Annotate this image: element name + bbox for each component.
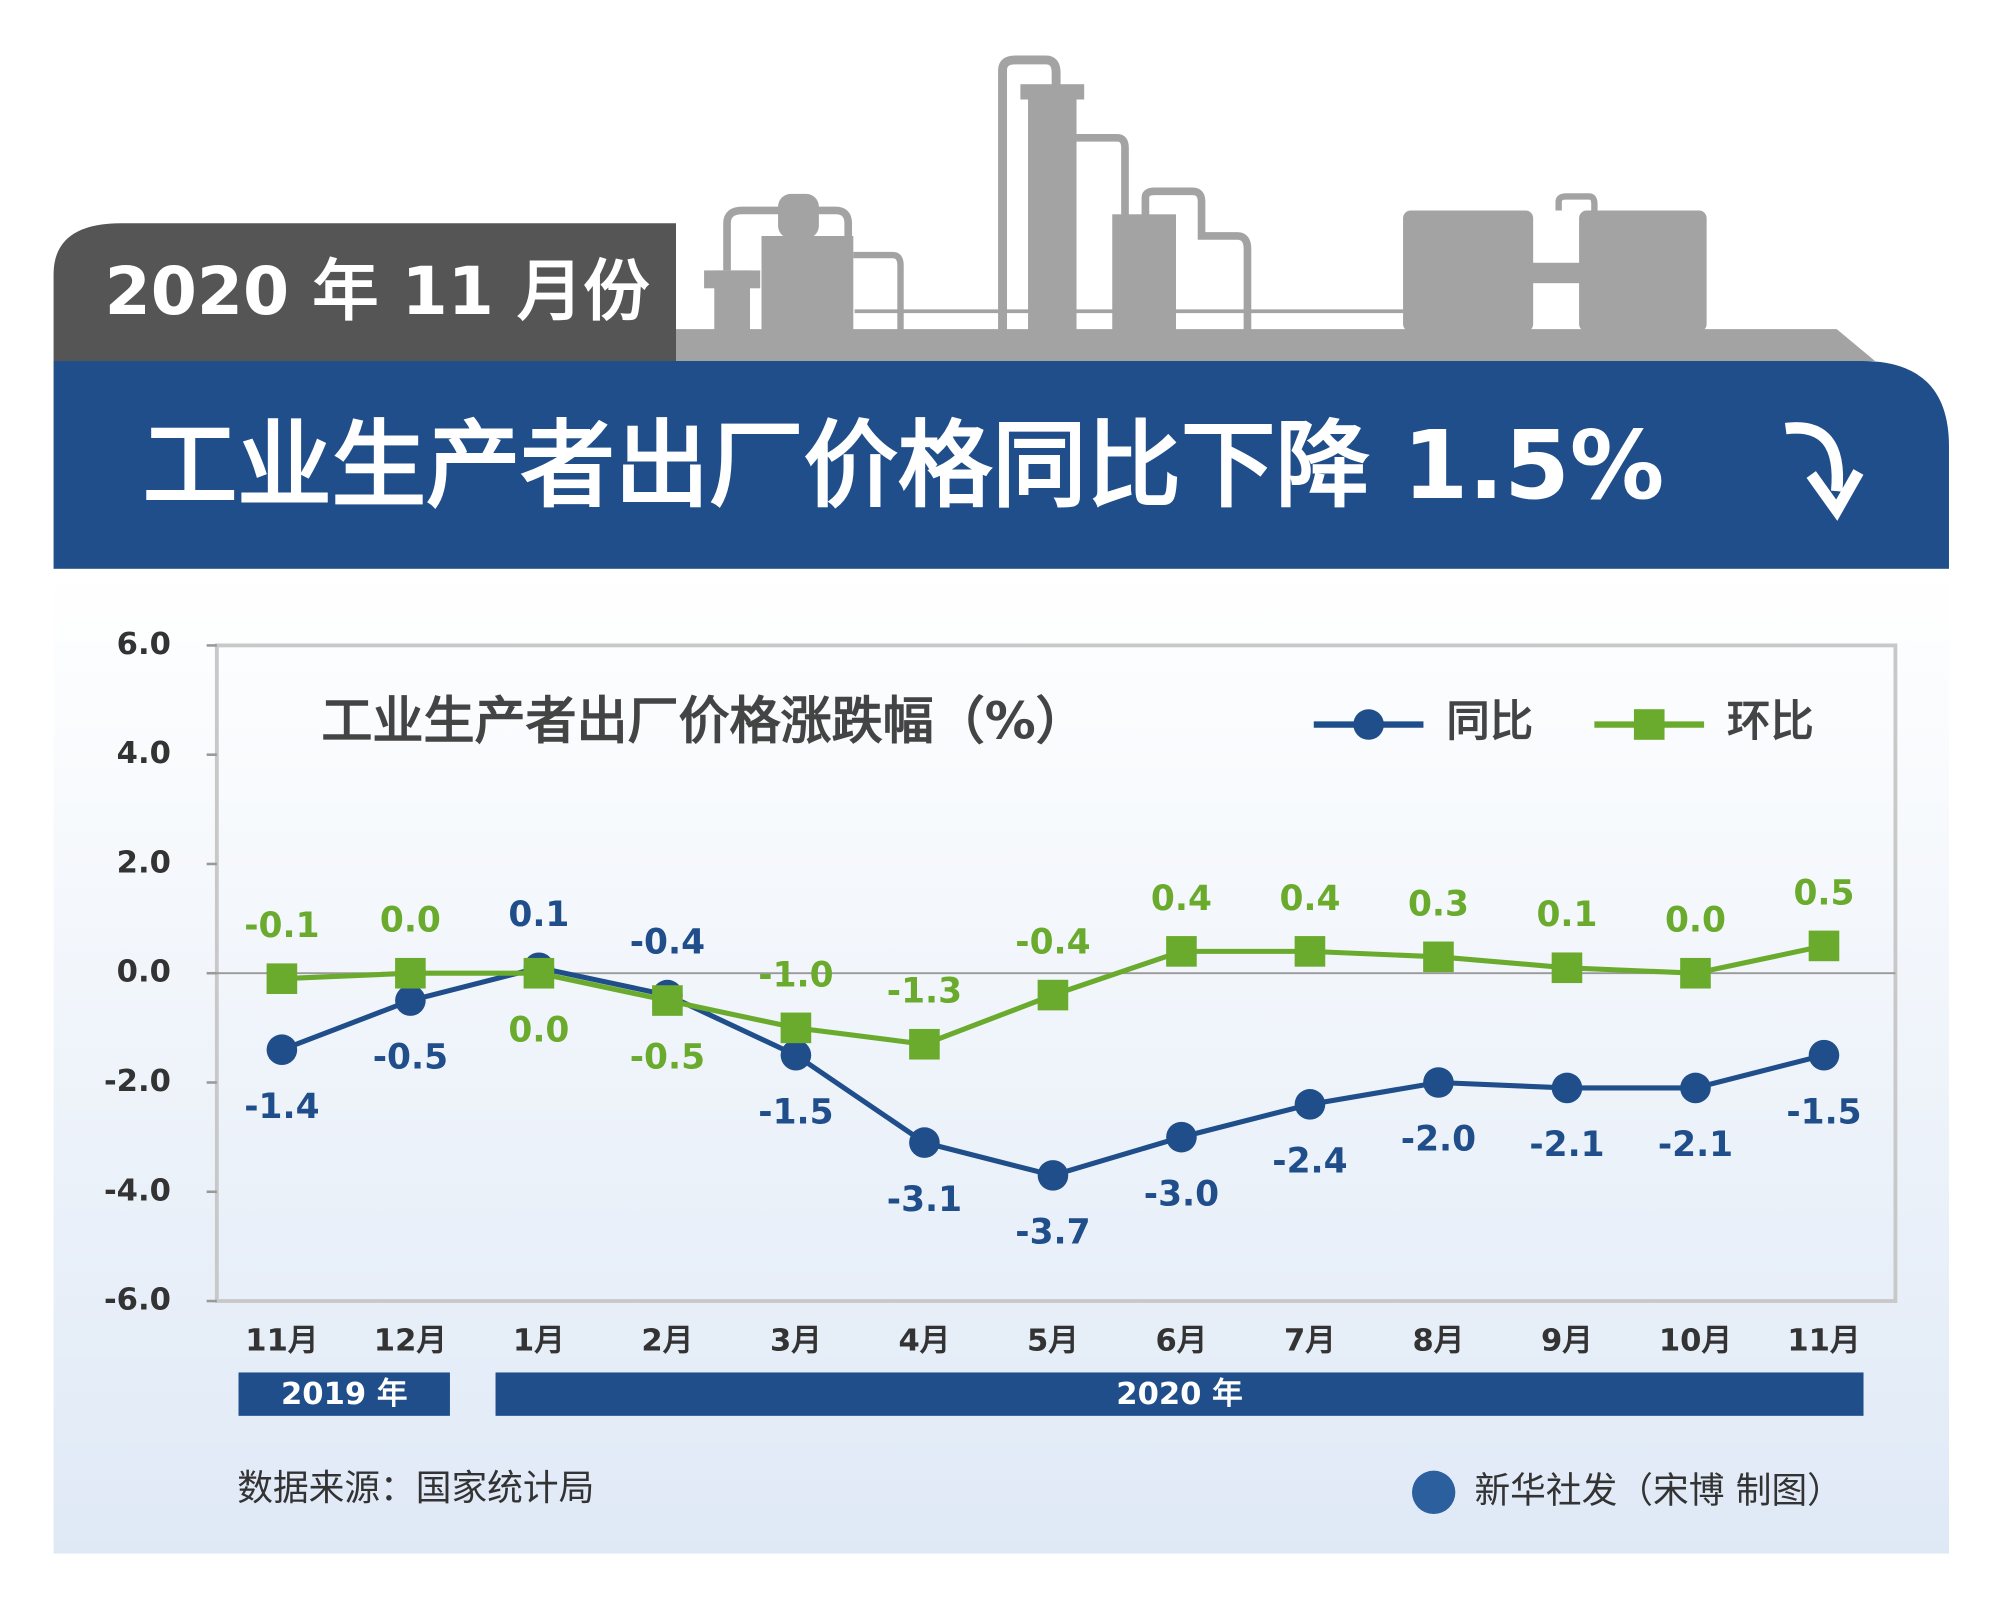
xinhua-logo xyxy=(1411,1470,1456,1515)
point xyxy=(266,1034,298,1066)
down-arrow xyxy=(1784,422,1844,492)
point xyxy=(909,1028,940,1060)
point xyxy=(1808,930,1840,962)
data-label: -3.7 xyxy=(1015,1213,1090,1253)
data-label: -0.5 xyxy=(373,1038,448,1078)
point xyxy=(395,985,426,1016)
title-banner xyxy=(53,360,1949,569)
data-label: -2.1 xyxy=(1529,1125,1604,1165)
y-tick-label: 6.0 xyxy=(117,627,171,662)
x-tick-label: 2月 xyxy=(641,1323,693,1358)
point xyxy=(1423,1067,1454,1098)
point xyxy=(1808,1039,1840,1071)
data-label: 0.5 xyxy=(1793,873,1854,913)
data-label: -0.4 xyxy=(630,923,705,963)
data-label: -0.1 xyxy=(244,906,319,946)
data-label: 0.4 xyxy=(1279,879,1340,919)
year-bar xyxy=(238,1372,450,1416)
x-tick-label: 5月 xyxy=(1027,1323,1079,1358)
date-label: 2020 年 11 月份 xyxy=(105,252,651,330)
legend-label: 环比 xyxy=(1727,697,1814,747)
down-arrow-head xyxy=(1806,469,1864,521)
x-tick-label: 8月 xyxy=(1412,1323,1464,1358)
point xyxy=(909,1127,940,1158)
point xyxy=(1166,936,1197,967)
data-label: 0.1 xyxy=(1536,895,1597,935)
x-tick-label: 12月 xyxy=(374,1323,447,1358)
legend-marker xyxy=(1353,709,1384,740)
year-label: 2020 年 xyxy=(1116,1377,1242,1412)
point xyxy=(1551,952,1583,984)
data-label: -1.5 xyxy=(1786,1092,1861,1132)
year-bar xyxy=(495,1372,1864,1416)
point xyxy=(523,957,555,989)
x-tick-label: 11月 xyxy=(245,1323,318,1358)
point xyxy=(266,963,298,994)
point xyxy=(1037,979,1069,1011)
point xyxy=(395,957,426,989)
data-label: -2.4 xyxy=(1272,1142,1347,1182)
y-tick-label: -4.0 xyxy=(104,1173,171,1208)
source: 数据来源：国家统计局 xyxy=(237,1468,594,1509)
y-tick-label: -2.0 xyxy=(104,1064,171,1099)
legend-label: 同比 xyxy=(1446,697,1533,747)
data-label: -2.1 xyxy=(1658,1125,1733,1165)
point xyxy=(1680,957,1711,989)
skyline xyxy=(676,55,1875,361)
point xyxy=(780,1039,812,1071)
y-tick-label: -6.0 xyxy=(104,1283,171,1318)
x-tick-label: 11月 xyxy=(1787,1323,1860,1358)
point xyxy=(1037,1160,1069,1191)
data-label: -3.0 xyxy=(1144,1174,1219,1214)
x-tick-label: 9月 xyxy=(1541,1323,1593,1358)
data-label: -1.5 xyxy=(758,1092,833,1132)
x-tick-label: 7月 xyxy=(1284,1323,1336,1358)
data-label: -0.4 xyxy=(1015,923,1090,963)
y-tick-label: 4.0 xyxy=(117,736,171,771)
point xyxy=(1551,1072,1583,1104)
data-label: -1.3 xyxy=(887,972,962,1012)
x-tick-label: 6月 xyxy=(1155,1323,1207,1358)
x-tick-label: 3月 xyxy=(770,1323,822,1358)
headline: 工业生产者出厂价格同比下降 1.5% xyxy=(143,411,1664,521)
data-label: -0.5 xyxy=(630,1038,705,1078)
data-label: 0.4 xyxy=(1151,879,1212,919)
x-tick-label: 1月 xyxy=(513,1323,565,1358)
point xyxy=(1294,1089,1326,1120)
data-label: 0.1 xyxy=(508,895,569,935)
point xyxy=(1423,941,1454,973)
point xyxy=(652,985,683,1016)
data-label: 0.0 xyxy=(1665,901,1726,941)
legend-marker xyxy=(1633,709,1665,740)
point xyxy=(1680,1072,1711,1104)
x-tick-label: 4月 xyxy=(898,1323,950,1358)
point xyxy=(1166,1121,1197,1153)
chart-title: 工业生产者出厂价格涨跌幅（%） xyxy=(321,693,1086,752)
date-tab xyxy=(53,223,677,361)
data-label: 0.0 xyxy=(508,1010,569,1050)
y-tick-label: 2.0 xyxy=(117,845,171,880)
credit: 新华社发（宋博 制图） xyxy=(1474,1470,1842,1511)
data-label: -1.0 xyxy=(758,955,833,995)
y-tick-label: 0.0 xyxy=(117,955,171,990)
data-label: -1.4 xyxy=(244,1087,319,1127)
point xyxy=(780,1012,812,1044)
data-label: 0.0 xyxy=(380,901,441,941)
data-label: -2.0 xyxy=(1401,1120,1476,1160)
data-label: 0.3 xyxy=(1408,884,1469,924)
x-tick-label: 10月 xyxy=(1659,1323,1732,1358)
year-label: 2019 年 xyxy=(281,1377,407,1412)
point xyxy=(1294,936,1326,967)
data-label: -3.1 xyxy=(887,1180,962,1220)
